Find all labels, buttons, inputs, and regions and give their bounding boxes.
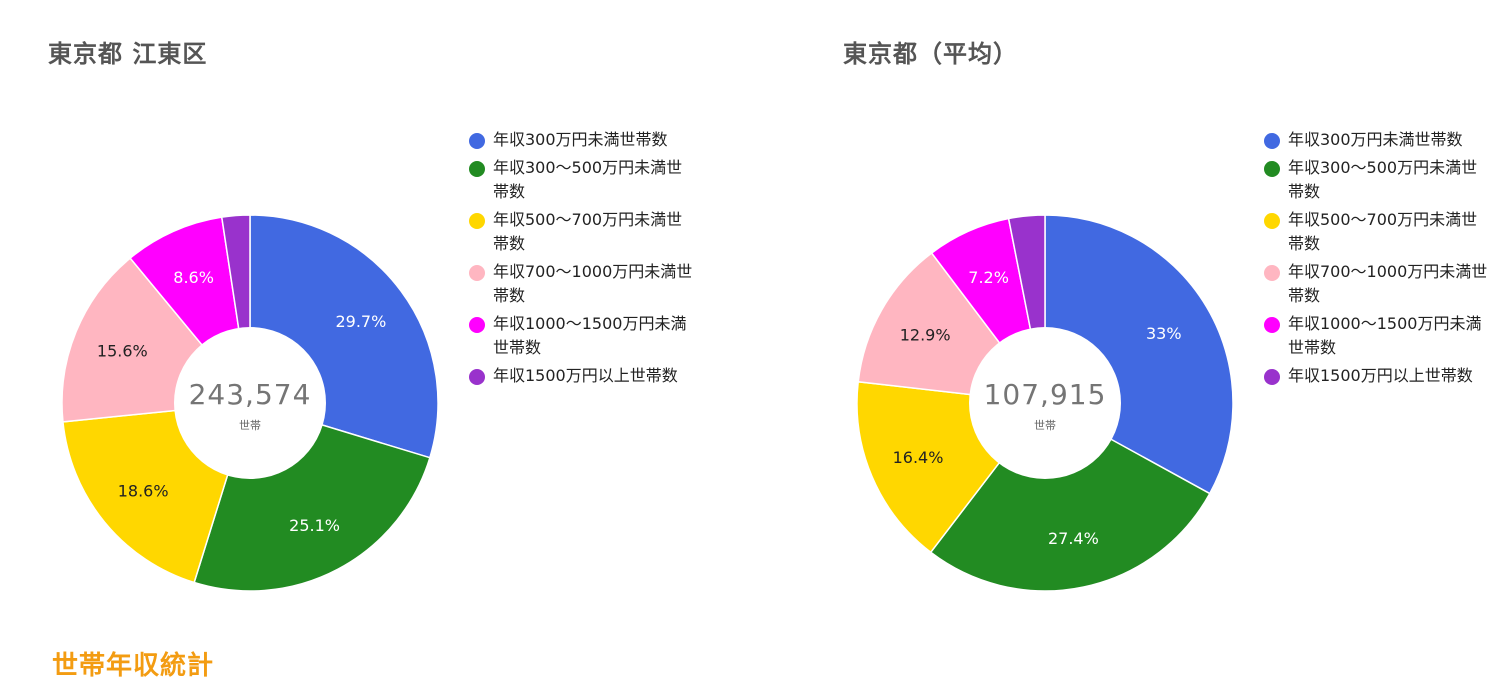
slice-label: 12.9%: [900, 326, 951, 345]
slice-label: 16.4%: [893, 448, 944, 467]
legend-item: 年収1000～1500万円未満世帯数: [467, 312, 697, 360]
chart-title: 東京都（平均）: [843, 40, 1018, 68]
total-unit: 世帯: [239, 419, 261, 432]
donut-chart: 33% 27.4% 16.4% 12.9% 7.2%: [856, 214, 1234, 592]
legend-label: 年収700～1000万円未満世帯数: [1288, 262, 1488, 305]
legend-label: 年収500～700万円未満世帯数: [493, 210, 683, 253]
legend-item: 年収1000～1500万円未満世帯数: [1262, 312, 1492, 360]
legend-item: 年収300万円未満世帯数: [467, 128, 697, 152]
slice-label: 29.7%: [335, 312, 386, 331]
legend-item: 年収500～700万円未満世帯数: [1262, 208, 1492, 256]
legend-label: 年収300万円未満世帯数: [1288, 130, 1463, 149]
legend-label: 年収300～500万円未満世帯数: [493, 158, 683, 201]
legend-label: 年収500～700万円未満世帯数: [1288, 210, 1478, 253]
chart-panel-tokyo-average: 東京都（平均） 33% 27.4% 16.4% 12.9% 7.2% 107,915 世…: [795, 0, 1494, 640]
legend-dot-icon: [469, 369, 485, 385]
pie-slice: [929, 402, 1211, 592]
donut-hole: [969, 327, 1121, 479]
legend-dot-icon: [1264, 213, 1280, 229]
slice-label: 7.2%: [968, 268, 1009, 287]
legend-dot-icon: [1264, 265, 1280, 281]
legend-dot-icon: [469, 265, 485, 281]
slice-label: 27.4%: [1048, 529, 1099, 548]
legend-dot-icon: [469, 213, 485, 229]
chart-title: 東京都 江東区: [48, 40, 208, 68]
legend-label: 年収700～1000万円未満世帯数: [493, 262, 693, 305]
chart-legend: 年収300万円未満世帯数 年収300～500万円未満世帯数 年収500～700万…: [1262, 128, 1492, 392]
legend-label: 年収300万円未満世帯数: [493, 130, 668, 149]
slice-label: 15.6%: [97, 342, 148, 361]
legend-label: 年収1500万円以上世帯数: [493, 366, 678, 385]
total-unit: 世帯: [1034, 419, 1056, 432]
legend-item: 年収300～500万円未満世帯数: [1262, 156, 1492, 204]
donut-chart: 29.7% 25.1% 18.6% 15.6% 8.6%: [61, 214, 439, 592]
total-households: 107,915: [983, 378, 1107, 411]
legend-dot-icon: [469, 133, 485, 149]
legend-item: 年収700～1000万円未満世帯数: [1262, 260, 1492, 308]
legend-item: 年収300万円未満世帯数: [1262, 128, 1492, 152]
legend-label: 年収300～500万円未満世帯数: [1288, 158, 1478, 201]
legend-item: 年収700～1000万円未満世帯数: [467, 260, 697, 308]
legend-dot-icon: [1264, 133, 1280, 149]
legend-dot-icon: [469, 317, 485, 333]
legend-item: 年収300～500万円未満世帯数: [467, 156, 697, 204]
legend-dot-icon: [1264, 317, 1280, 333]
donut-center: 107,915 世帯: [965, 379, 1125, 433]
legend-item: 年収1500万円以上世帯数: [467, 364, 697, 388]
slice-label: 18.6%: [118, 481, 169, 500]
legend-dot-icon: [1264, 161, 1280, 177]
total-households: 243,574: [188, 378, 312, 411]
donut-hole: [174, 327, 326, 479]
chart-legend: 年収300万円未満世帯数 年収300～500万円未満世帯数 年収500～700万…: [467, 128, 697, 392]
legend-label: 年収1000～1500万円未満世帯数: [493, 314, 687, 357]
slice-label: 33%: [1146, 324, 1182, 343]
chart-panel-koto: 東京都 江東区 29.7% 25.1% 18.6% 15.6% 8.6% 243,574…: [0, 0, 747, 640]
legend-dot-icon: [469, 161, 485, 177]
donut-center: 243,574 世帯: [170, 379, 330, 433]
legend-item: 年収500～700万円未満世帯数: [467, 208, 697, 256]
section-heading: 世帯年収統計: [52, 651, 215, 681]
slice-label: 25.1%: [289, 516, 340, 535]
legend-dot-icon: [1264, 369, 1280, 385]
legend-item: 年収1500万円以上世帯数: [1262, 364, 1492, 388]
legend-label: 年収1000～1500万円未満世帯数: [1288, 314, 1482, 357]
legend-label: 年収1500万円以上世帯数: [1288, 366, 1473, 385]
slice-label: 8.6%: [173, 268, 214, 287]
